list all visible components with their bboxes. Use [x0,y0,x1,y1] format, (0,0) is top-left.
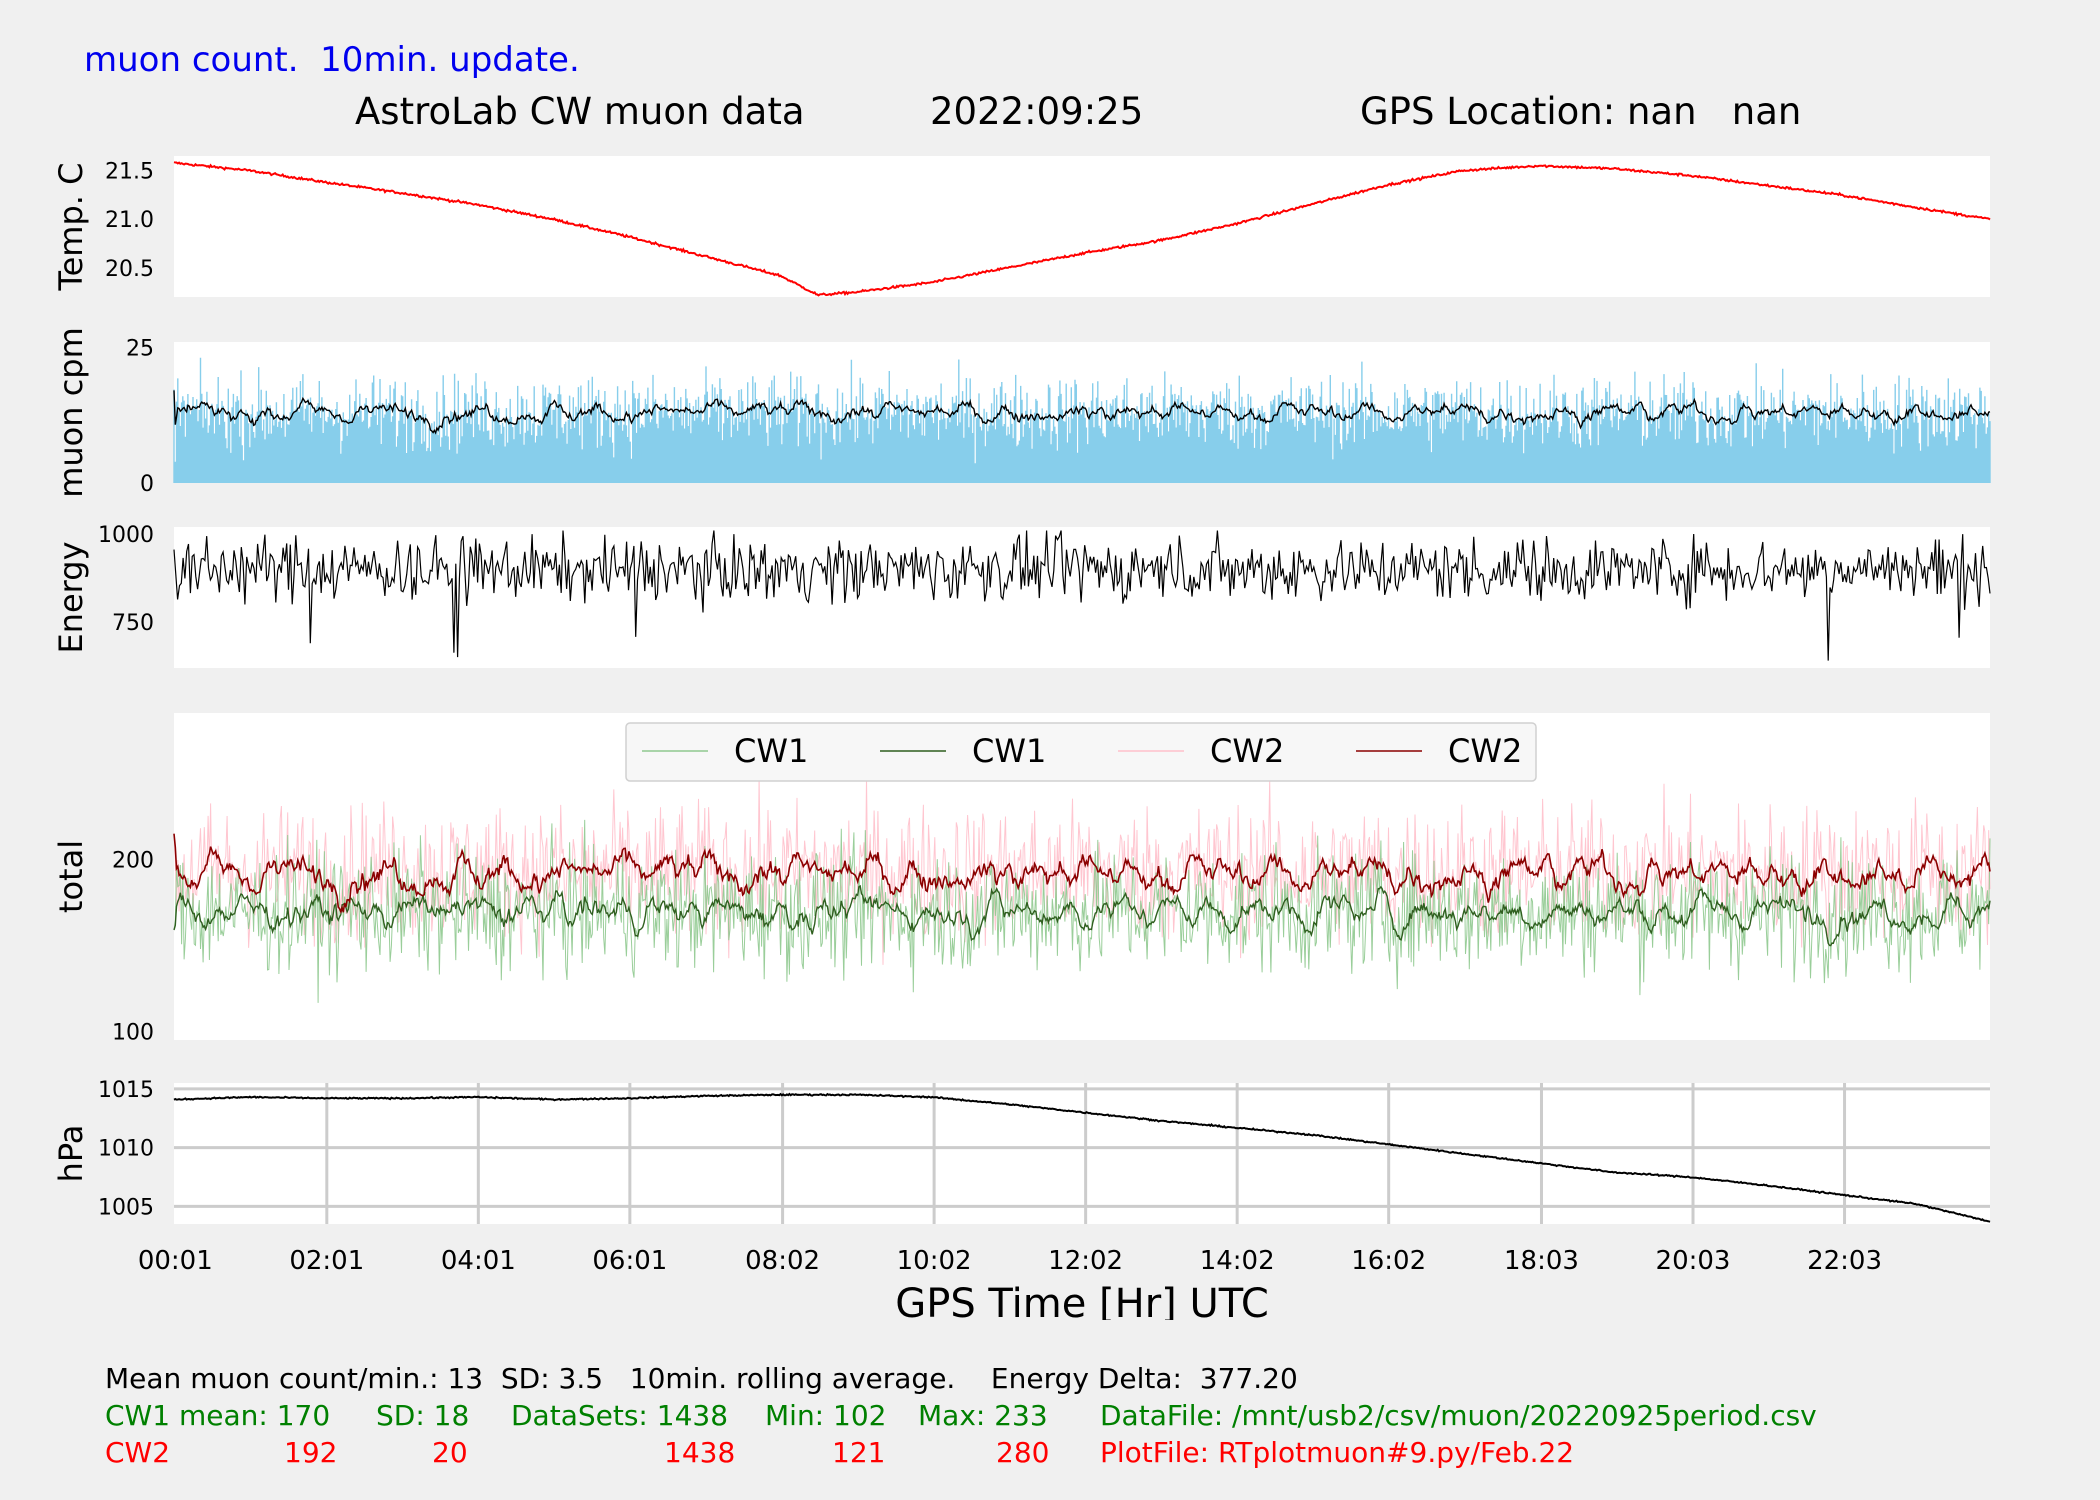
legend-entry-0: CW1 [734,732,808,770]
temperature-series-line [173,161,1991,297]
y-tick-label: 1015 [98,1078,154,1103]
legend-box [625,722,1537,782]
x-tick-label: 06:01 [592,1246,667,1276]
y-tick-label: 21.0 [105,208,154,233]
y-axis-label: muon cpm [52,327,90,498]
plot-file: PlotFile: RTplotmuon#9.py/Feb.22 [1100,1436,1575,1469]
header-note: muon count. 10min. update. [84,40,580,80]
y-tick-label: 200 [112,848,154,873]
y-axis-label: Energy [52,541,90,653]
cw1-rolling-average-line [173,884,1991,947]
cw2-label: CW2 [105,1436,171,1469]
cw1-min: Min: 102 [765,1399,887,1432]
y-tick-label: 20.5 [105,257,154,282]
x-axis-label: GPS Time [Hr] UTC [895,1281,1269,1320]
gps-location: GPS Location: nan nan [1360,90,1802,133]
panel-background-pressure [174,1083,1990,1224]
cw1-sd: SD: 18 [376,1399,470,1432]
legend-entry-1: CW1 [972,732,1046,770]
cw2-min: 121 [832,1436,886,1469]
panel-background-energy [174,527,1990,668]
cw2-rolling-average-line [173,833,1991,915]
x-tick-label: 16:02 [1351,1246,1426,1276]
muon-rolling-average-line [173,390,1991,435]
x-tick-label: 10:02 [897,1246,972,1276]
y-tick-label: 1000 [98,523,154,548]
x-tick-label: 18:03 [1504,1246,1579,1276]
y-axis-label: hPa [52,1125,90,1183]
y-axis-label: total [52,840,90,913]
y-tick-label: 100 [112,1020,154,1045]
x-tick-label: 04:01 [441,1246,516,1276]
chart-figure: 20.5 21.0 21.5 Temp. C 0 25 muon cpm 750 1000 Ene… [52,156,1991,1320]
x-tick-label: 22:03 [1807,1246,1882,1276]
y-tick-label: 25 [126,336,154,361]
y-axis-label: Temp. C [52,163,90,292]
panel-pressure: 1005 1010 1015 hPa 00:01 02:01 04:01 06:01 08:02… [52,1078,1991,1320]
footer-summary: Mean muon count/min.: 13 SD: 3.5 10min. … [105,1362,1298,1395]
cw2-max: 280 [996,1436,1050,1469]
cw1-mean: CW1 mean: 170 [105,1399,331,1432]
x-tick-label: 02:01 [289,1246,364,1276]
cw2-mean: 192 [284,1436,338,1469]
legend-entry-2: CW2 [1210,732,1284,770]
chart-title: AstroLab CW muon data [355,90,805,133]
pressure-series-line [173,1092,1991,1223]
y-tick-label: 750 [112,611,154,636]
x-tick-label: 00:01 [138,1246,213,1276]
y-tick-label: 0 [140,472,154,497]
panel-temperature: 20.5 21.0 21.5 Temp. C [52,156,1991,297]
panel-muon-cpm: 0 25 muon cpm [52,327,1991,498]
y-tick-label: 1005 [98,1195,154,1220]
muon-count-bars [173,357,1991,483]
panel-total: 100 200 total CW1 CW1 CW2 CW2 [52,713,1991,1045]
panel-background-temperature [174,156,1990,297]
cw1-max: Max: 233 [918,1399,1048,1432]
x-tick-label: 14:02 [1200,1246,1275,1276]
x-tick-label: 20:03 [1656,1246,1731,1276]
data-file: DataFile: /mnt/usb2/csv/muon/20220925per… [1100,1399,1817,1432]
cw2-datasets: 1438 [664,1436,736,1469]
panel-energy: 750 1000 Energy [52,523,1991,668]
x-tick-label: 12:02 [1048,1246,1123,1276]
cw1-datasets: DataSets: 1438 [511,1399,729,1432]
energy-series-line [173,530,1991,661]
legend-entry-3: CW2 [1448,732,1522,770]
chart-date: 2022:09:25 [930,90,1144,133]
y-tick-label: 21.5 [105,160,154,185]
x-tick-label: 08:02 [745,1246,820,1276]
y-tick-label: 1010 [98,1137,154,1162]
cw2-sd: 20 [432,1436,468,1469]
legend: CW1 CW1 CW2 CW2 [625,722,1537,782]
